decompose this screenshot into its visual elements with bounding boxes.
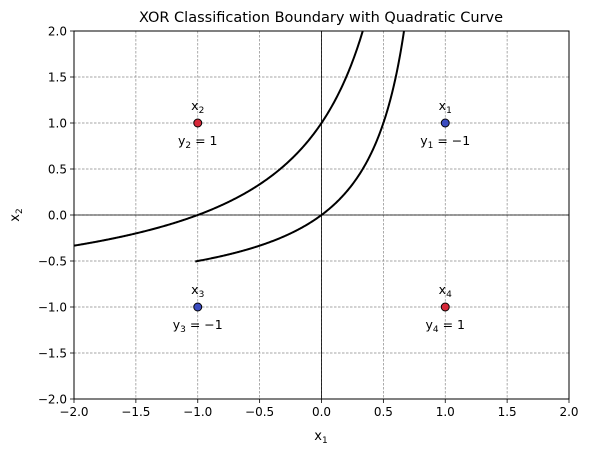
class-label-sub: 2 [185, 141, 191, 151]
point-name: x2 [191, 98, 204, 116]
y-tick-label: −1.0 [38, 301, 67, 315]
class-label-value: = 1 [439, 317, 465, 332]
y-tick-label: 2.0 [48, 25, 67, 39]
x-tick-label: 0.5 [374, 405, 393, 419]
point-name-base: x [191, 282, 198, 297]
chart-title: XOR Classification Boundary with Quadrat… [139, 10, 503, 26]
data-point [193, 118, 203, 128]
x-axis-label-base: x [314, 429, 322, 444]
data-point [440, 302, 450, 312]
point-name-sub: 4 [446, 290, 452, 300]
point-class-label: y1 = −1 [420, 133, 470, 151]
y-tick-label: 1.0 [48, 117, 67, 131]
class-label-sub: 3 [180, 325, 186, 335]
point-class-label: y3 = −1 [173, 317, 223, 335]
point-name-base: x [439, 98, 446, 113]
x-tick-label: 1.0 [436, 405, 455, 419]
y-tick-label: 1.5 [48, 71, 67, 85]
y-axis-label-sub: 2 [15, 208, 25, 214]
point-name: x1 [439, 98, 452, 116]
point-name-sub: 2 [199, 106, 205, 116]
x-tick-label: −1.0 [183, 405, 212, 419]
point-name-base: x [191, 98, 198, 113]
class-label-value: = 1 [191, 133, 217, 148]
y-tick-label: 0.5 [48, 163, 67, 177]
y-tick-label: −0.5 [38, 255, 67, 269]
x-tick-label: 2.0 [559, 405, 578, 419]
y-tick-label: 0.0 [48, 209, 67, 223]
x-tick-label: −2.0 [59, 405, 88, 419]
class-label-value: = −1 [433, 133, 470, 148]
point-class-label: y4 = 1 [425, 317, 465, 335]
data-point [193, 302, 203, 312]
y-axis-label: x2 [8, 208, 25, 221]
class-label-base: y [173, 317, 181, 332]
data-points [193, 118, 450, 312]
point-name: x4 [439, 282, 452, 300]
class-label-value: = −1 [186, 317, 223, 332]
point-class-label: y2 = 1 [178, 133, 218, 151]
x-tick-label: −0.5 [245, 405, 274, 419]
class-label-base: y [178, 133, 186, 148]
data-point [440, 118, 450, 128]
boundary-curve-lower [195, 31, 406, 263]
y-tick-label: −2.0 [38, 393, 67, 407]
boundary-curves [74, 31, 406, 263]
y-axis-label-base: x [8, 214, 23, 222]
class-label-sub: 4 [433, 325, 439, 335]
y-tick-label: −1.5 [38, 347, 67, 361]
point-name-sub: 1 [446, 106, 452, 116]
point-name-sub: 3 [199, 290, 205, 300]
x-tick-label: −1.5 [121, 405, 150, 419]
class-label-sub: 1 [428, 141, 434, 151]
y-tick-labels: −2.0 −1.5 −1.0 −0.5 0.0 0.5 1.0 1.5 2.0 [38, 25, 74, 407]
x-tick-label: 0.0 [312, 405, 331, 419]
boundary-curve-upper [74, 31, 364, 247]
x-axis-label: x1 [314, 429, 327, 446]
class-label-base: y [425, 317, 433, 332]
x-axis-label-sub: 1 [322, 436, 328, 446]
point-name-base: x [439, 282, 446, 297]
class-label-base: y [420, 133, 428, 148]
point-name: x3 [191, 282, 204, 300]
x-tick-label: 1.5 [498, 405, 517, 419]
x-tick-labels: −2.0 −1.5 −1.0 −0.5 0.0 0.5 1.0 1.5 2.0 [59, 399, 579, 419]
